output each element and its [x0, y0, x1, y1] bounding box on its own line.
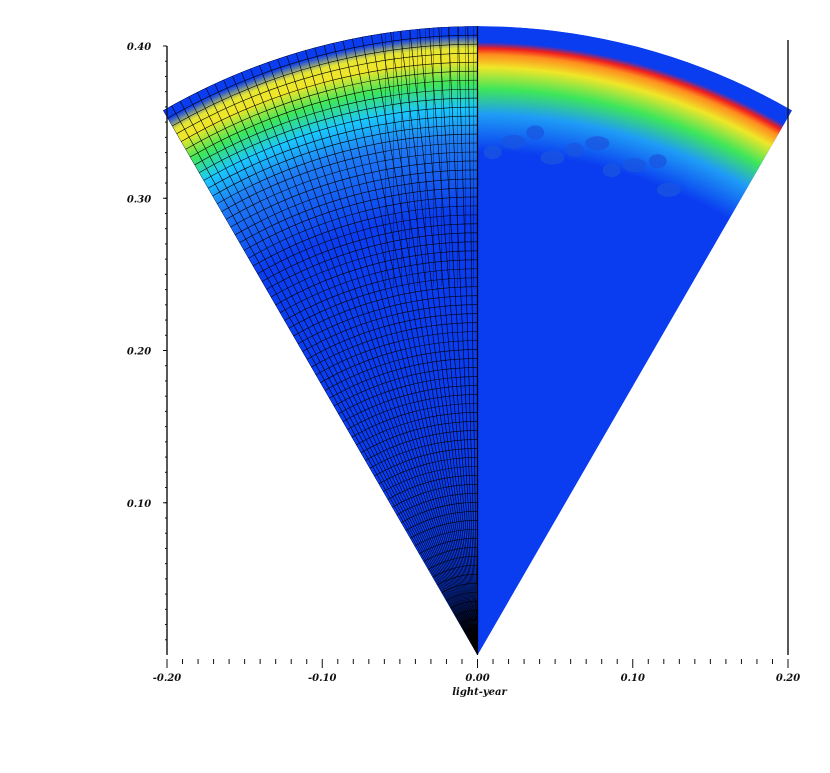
mesh-arc-line: [409, 519, 478, 539]
shell-bubble: [648, 154, 667, 169]
shell-bubble: [526, 125, 545, 140]
y-tick-label: 0.20: [127, 347, 151, 358]
shell-bubble: [602, 163, 621, 178]
mesh-arc-line: [234, 169, 478, 236]
mesh-arc-line: [396, 493, 478, 516]
mesh-arc-line: [302, 304, 478, 352]
y-tick-label: 0.30: [127, 194, 151, 205]
shell-bubble: [501, 134, 526, 149]
mesh-arc-line: [198, 97, 478, 173]
mesh-arc-line: [405, 510, 478, 531]
mesh-arc-line: [401, 502, 478, 524]
x-tick-label: 0.10: [621, 673, 645, 684]
mesh-arc-line: [320, 340, 478, 383]
mesh-arc-line: [163, 26, 478, 111]
mesh-arc-line: [441, 582, 478, 594]
shell-bubble: [622, 158, 647, 173]
x-axis-title: light-year: [452, 687, 507, 698]
shell-bubbles: [483, 125, 681, 197]
mesh-arc-line: [221, 142, 478, 212]
y-ticks: 0.10 0.20 0.30 0.40: [127, 42, 167, 641]
mesh-arc-line: [360, 421, 478, 454]
mesh-arc-line: [311, 322, 478, 368]
mesh-arc-line: [297, 295, 478, 345]
x-tick-label: -0.10: [308, 673, 337, 684]
mesh-arc-line: [257, 214, 478, 275]
mesh-arc-line: [306, 313, 478, 360]
mesh-arc-line: [454, 609, 478, 617]
mesh-arc-line: [248, 196, 478, 259]
mesh-arc-line: [239, 178, 478, 243]
x-tick-label: -0.20: [153, 673, 182, 684]
mesh-arc-line: [436, 573, 478, 586]
mesh-arc-line: [180, 61, 478, 142]
mesh-arc-line: [445, 591, 478, 601]
mesh-arc-line: [387, 475, 478, 500]
mesh-arc-line: [324, 349, 478, 391]
x-tick-label: 0.20: [776, 673, 800, 684]
mesh-arc-line: [374, 448, 478, 477]
mesh-arc-line: [315, 331, 478, 376]
mesh-arc-line: [333, 367, 478, 407]
mesh-arc-line: [383, 466, 478, 492]
mesh-arc-line: [369, 439, 478, 469]
mesh-arc-line: [450, 600, 478, 609]
right-half-shell: [477, 26, 792, 656]
mesh-arc-line: [378, 457, 478, 485]
mesh-arc-line: [189, 79, 478, 158]
mesh-arc-line: [216, 133, 478, 205]
mesh-arc-line: [347, 394, 478, 430]
mesh-arc-line: [203, 106, 478, 181]
mesh-arc-line: [329, 358, 478, 399]
shell-bubble: [565, 142, 584, 157]
mesh-arc-line: [338, 376, 478, 415]
mesh-arc-line: [171, 43, 478, 127]
y-tick-label: 0.40: [127, 42, 151, 53]
mesh-arc-line: [427, 555, 478, 570]
mesh-arc-line: [212, 124, 478, 197]
mesh-arc-line: [185, 70, 478, 150]
axes: 0.100.200.300.40 -0.20 -0.10 0.00 0.10 0.20 …: [127, 40, 800, 698]
shell-bubble: [540, 150, 565, 165]
mesh-arc-line: [342, 385, 478, 422]
shell-bubble: [656, 182, 681, 197]
mesh-arc-line: [392, 484, 478, 508]
mesh-arc-line: [266, 232, 478, 290]
mesh-arc-line: [432, 564, 478, 578]
mesh-arc-line: [351, 403, 478, 438]
y-tick-label: 0.10: [127, 499, 151, 510]
mesh-arc-line: [243, 187, 478, 251]
mesh-arc-line: [356, 412, 478, 446]
mesh-arc-line: [230, 160, 478, 228]
mesh-arc-line: [414, 528, 478, 547]
mesh-arc-line: [418, 537, 478, 555]
mesh-arc-line: [176, 52, 478, 135]
mesh-arc-line: [293, 286, 478, 337]
wedge-group: [163, 26, 792, 656]
shell-bubble: [585, 136, 610, 151]
mesh-overlay: [163, 26, 478, 656]
mesh-arc-line: [207, 115, 478, 189]
mesh-arc-line: [167, 34, 478, 119]
shell-bubble: [483, 145, 502, 160]
x-tick-label: 0.00: [465, 673, 489, 684]
mesh-arc-line: [225, 151, 478, 220]
mesh-arc-line: [261, 223, 478, 282]
mesh-arc-line: [423, 546, 478, 562]
x-ticks: -0.20 -0.10 0.00 0.10 0.20: [153, 659, 800, 684]
mesh-arc-line: [365, 430, 478, 461]
